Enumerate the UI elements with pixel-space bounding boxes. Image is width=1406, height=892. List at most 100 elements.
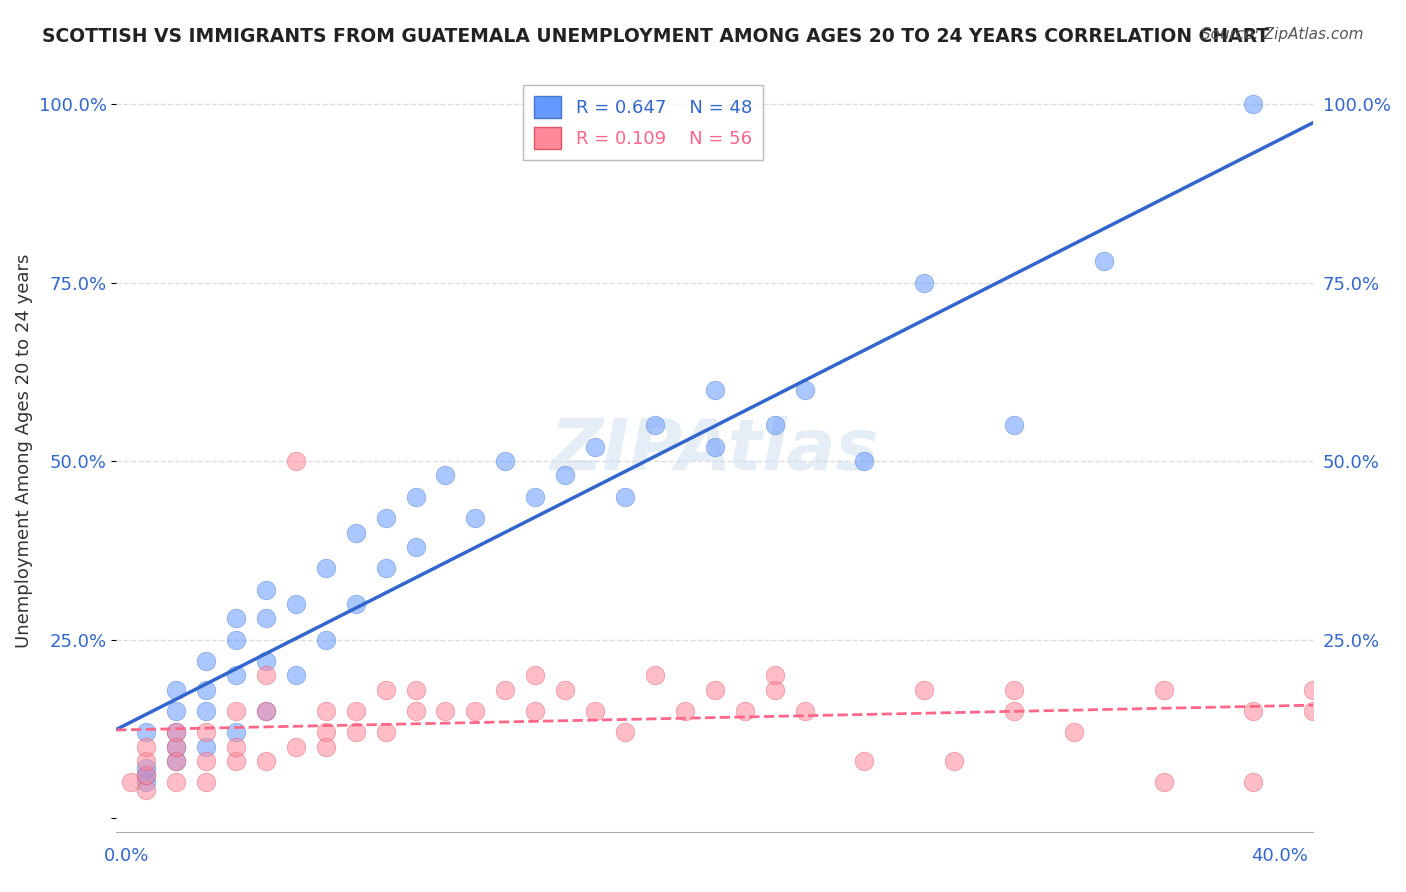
Point [135,761,157,775]
Point [374,511,396,525]
Point [554,468,576,483]
Point [1092,254,1115,268]
Text: SCOTTISH VS IMMIGRANTS FROM GUATEMALA UNEMPLOYMENT AMONG AGES 20 TO 24 YEARS COR: SCOTTISH VS IMMIGRANTS FROM GUATEMALA UN… [42,27,1270,45]
Point [1241,704,1264,718]
Text: Source: ZipAtlas.com: Source: ZipAtlas.com [1201,27,1364,42]
Point [254,668,277,682]
Point [673,704,696,718]
Point [853,754,876,768]
Point [344,525,367,540]
Point [315,704,337,718]
Point [374,725,396,739]
Point [135,739,157,754]
Point [344,597,367,611]
Point [254,582,277,597]
Point [494,454,516,468]
Point [135,782,157,797]
Point [284,668,307,682]
Y-axis label: Unemployment Among Ages 20 to 24 years: Unemployment Among Ages 20 to 24 years [15,253,32,648]
Point [524,490,547,504]
Point [284,454,307,468]
Point [1302,704,1324,718]
Point [195,725,218,739]
Point [135,768,157,782]
Point [1302,682,1324,697]
Point [284,597,307,611]
Point [1153,775,1175,789]
Point [195,654,218,668]
Point [912,276,935,290]
Point [554,682,576,697]
Point [165,682,187,697]
Point [315,739,337,754]
Point [225,704,247,718]
Point [165,754,187,768]
Point [225,632,247,647]
Point [225,611,247,625]
Point [315,561,337,575]
Point [1063,725,1085,739]
Point [254,704,277,718]
Point [315,725,337,739]
Point [165,725,187,739]
Point [1241,97,1264,112]
Point [135,775,157,789]
Point [374,561,396,575]
Point [165,754,187,768]
Point [912,682,935,697]
Point [165,739,187,754]
Point [644,668,666,682]
Point [644,418,666,433]
Point [464,704,486,718]
Point [225,754,247,768]
Point [405,682,427,697]
Point [1002,704,1025,718]
Point [135,725,157,739]
Point [703,440,725,454]
Point [165,704,187,718]
Point [583,440,606,454]
Point [284,739,307,754]
Point [344,725,367,739]
Legend: R = 0.647    N = 48, R = 0.109    N = 56: R = 0.647 N = 48, R = 0.109 N = 56 [523,86,762,160]
Point [763,682,786,697]
Point [1002,682,1025,697]
Point [853,454,876,468]
Point [165,775,187,789]
Point [1153,682,1175,697]
Point [195,682,218,697]
Point [793,383,815,397]
Point [793,704,815,718]
Point [614,490,637,504]
Point [703,383,725,397]
Point [225,739,247,754]
Text: 0.0%: 0.0% [104,847,149,864]
Point [344,704,367,718]
Point [195,704,218,718]
Text: ZIPAtlas: ZIPAtlas [551,416,879,485]
Point [763,668,786,682]
Point [524,668,547,682]
Point [195,754,218,768]
Point [225,668,247,682]
Point [135,754,157,768]
Point [464,511,486,525]
Point [165,739,187,754]
Point [120,775,142,789]
Point [434,704,457,718]
Point [225,725,247,739]
Point [374,682,396,697]
Point [254,704,277,718]
Point [254,754,277,768]
Point [315,632,337,647]
Point [434,468,457,483]
Point [494,682,516,697]
Point [614,725,637,739]
Point [1241,775,1264,789]
Point [165,725,187,739]
Point [524,704,547,718]
Point [135,768,157,782]
Point [583,704,606,718]
Point [1002,418,1025,433]
Point [254,654,277,668]
